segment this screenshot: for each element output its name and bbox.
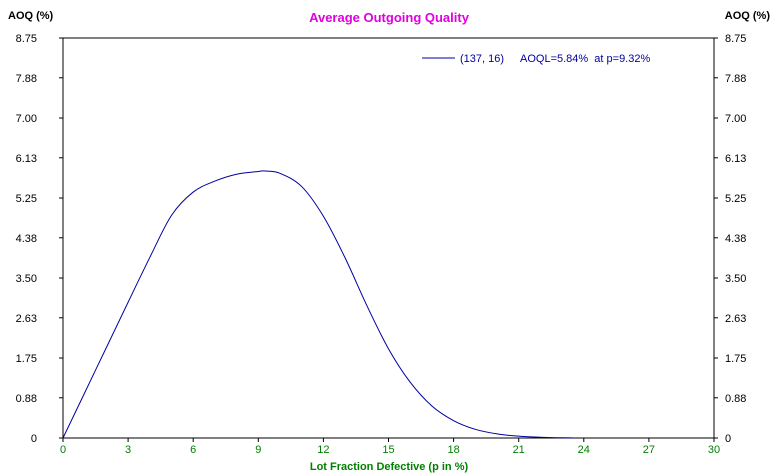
- x-tick-label: 30: [708, 444, 720, 456]
- y-axis-label-right: AOQ (%): [725, 10, 771, 22]
- y-tick-label-left: 0: [31, 433, 37, 445]
- y-tick-label-right: 7.88: [725, 73, 746, 85]
- y-tick-label-right: 0.88: [725, 393, 746, 405]
- y-axis-label-left: AOQ (%): [8, 10, 54, 22]
- x-ticks: 0 3 6 9 12 15 18 21 24 27 30: [60, 438, 720, 456]
- y-tick-label-left: 7.88: [16, 73, 37, 85]
- y-tick-label-right: 8.75: [725, 33, 746, 45]
- x-tick-label: 21: [513, 444, 525, 456]
- x-tick-label: 12: [317, 444, 329, 456]
- y-tick-label-left: 7.00: [16, 113, 37, 125]
- x-tick-label: 9: [255, 444, 261, 456]
- x-tick-label: 15: [382, 444, 394, 456]
- chart-title: Average Outgoing Quality: [309, 10, 470, 25]
- y-tick-label-left: 2.63: [16, 313, 37, 325]
- series-layer: [62, 170, 573, 439]
- aoql-annotation: AOQL=5.84% at p=9.32%: [520, 53, 650, 65]
- y-ticks-left: 0 0.88 1.75 2.63 3.50 4.38 5.25 6.13 7.00 7.88 8.7…: [16, 33, 63, 445]
- y-tick-label-right: 7.00: [725, 113, 746, 125]
- legend: (137, 16) AOQL=5.84% at p=9.32%: [422, 53, 650, 65]
- y-ticks-right: 0 0.88 1.75 2.63 3.50 4.38 5.25 6.13 7.00 7.88 8.7…: [714, 33, 746, 445]
- x-tick-label: 24: [578, 444, 590, 456]
- series-line: [62, 170, 573, 439]
- y-tick-label-right: 0: [725, 433, 731, 445]
- y-tick-label-right: 3.50: [725, 273, 746, 285]
- y-tick-label-right: 1.75: [725, 353, 746, 365]
- y-tick-label-left: 5.25: [16, 193, 37, 205]
- y-tick-label-right: 4.38: [725, 233, 746, 245]
- plot-frame: [62, 37, 715, 439]
- x-tick-label: 18: [447, 444, 459, 456]
- x-tick-label: 27: [643, 444, 655, 456]
- x-tick-label: 3: [125, 444, 131, 456]
- y-tick-label-left: 1.75: [16, 353, 37, 365]
- y-tick-label-right: 2.63: [725, 313, 746, 325]
- x-tick-label: 0: [60, 444, 66, 456]
- y-tick-label-right: 6.13: [725, 153, 746, 165]
- y-tick-label-left: 3.50: [16, 273, 37, 285]
- legend-entry: (137, 16): [460, 53, 504, 65]
- y-tick-label-left: 8.75: [16, 33, 37, 45]
- y-tick-label-right: 5.25: [725, 193, 746, 205]
- y-tick-label-left: 6.13: [16, 153, 37, 165]
- y-tick-label-left: 0.88: [16, 393, 37, 405]
- x-axis-label: Lot Fraction Defective (p in %): [310, 461, 469, 473]
- y-tick-label-left: 4.38: [16, 233, 37, 245]
- x-tick-label: 6: [190, 444, 196, 456]
